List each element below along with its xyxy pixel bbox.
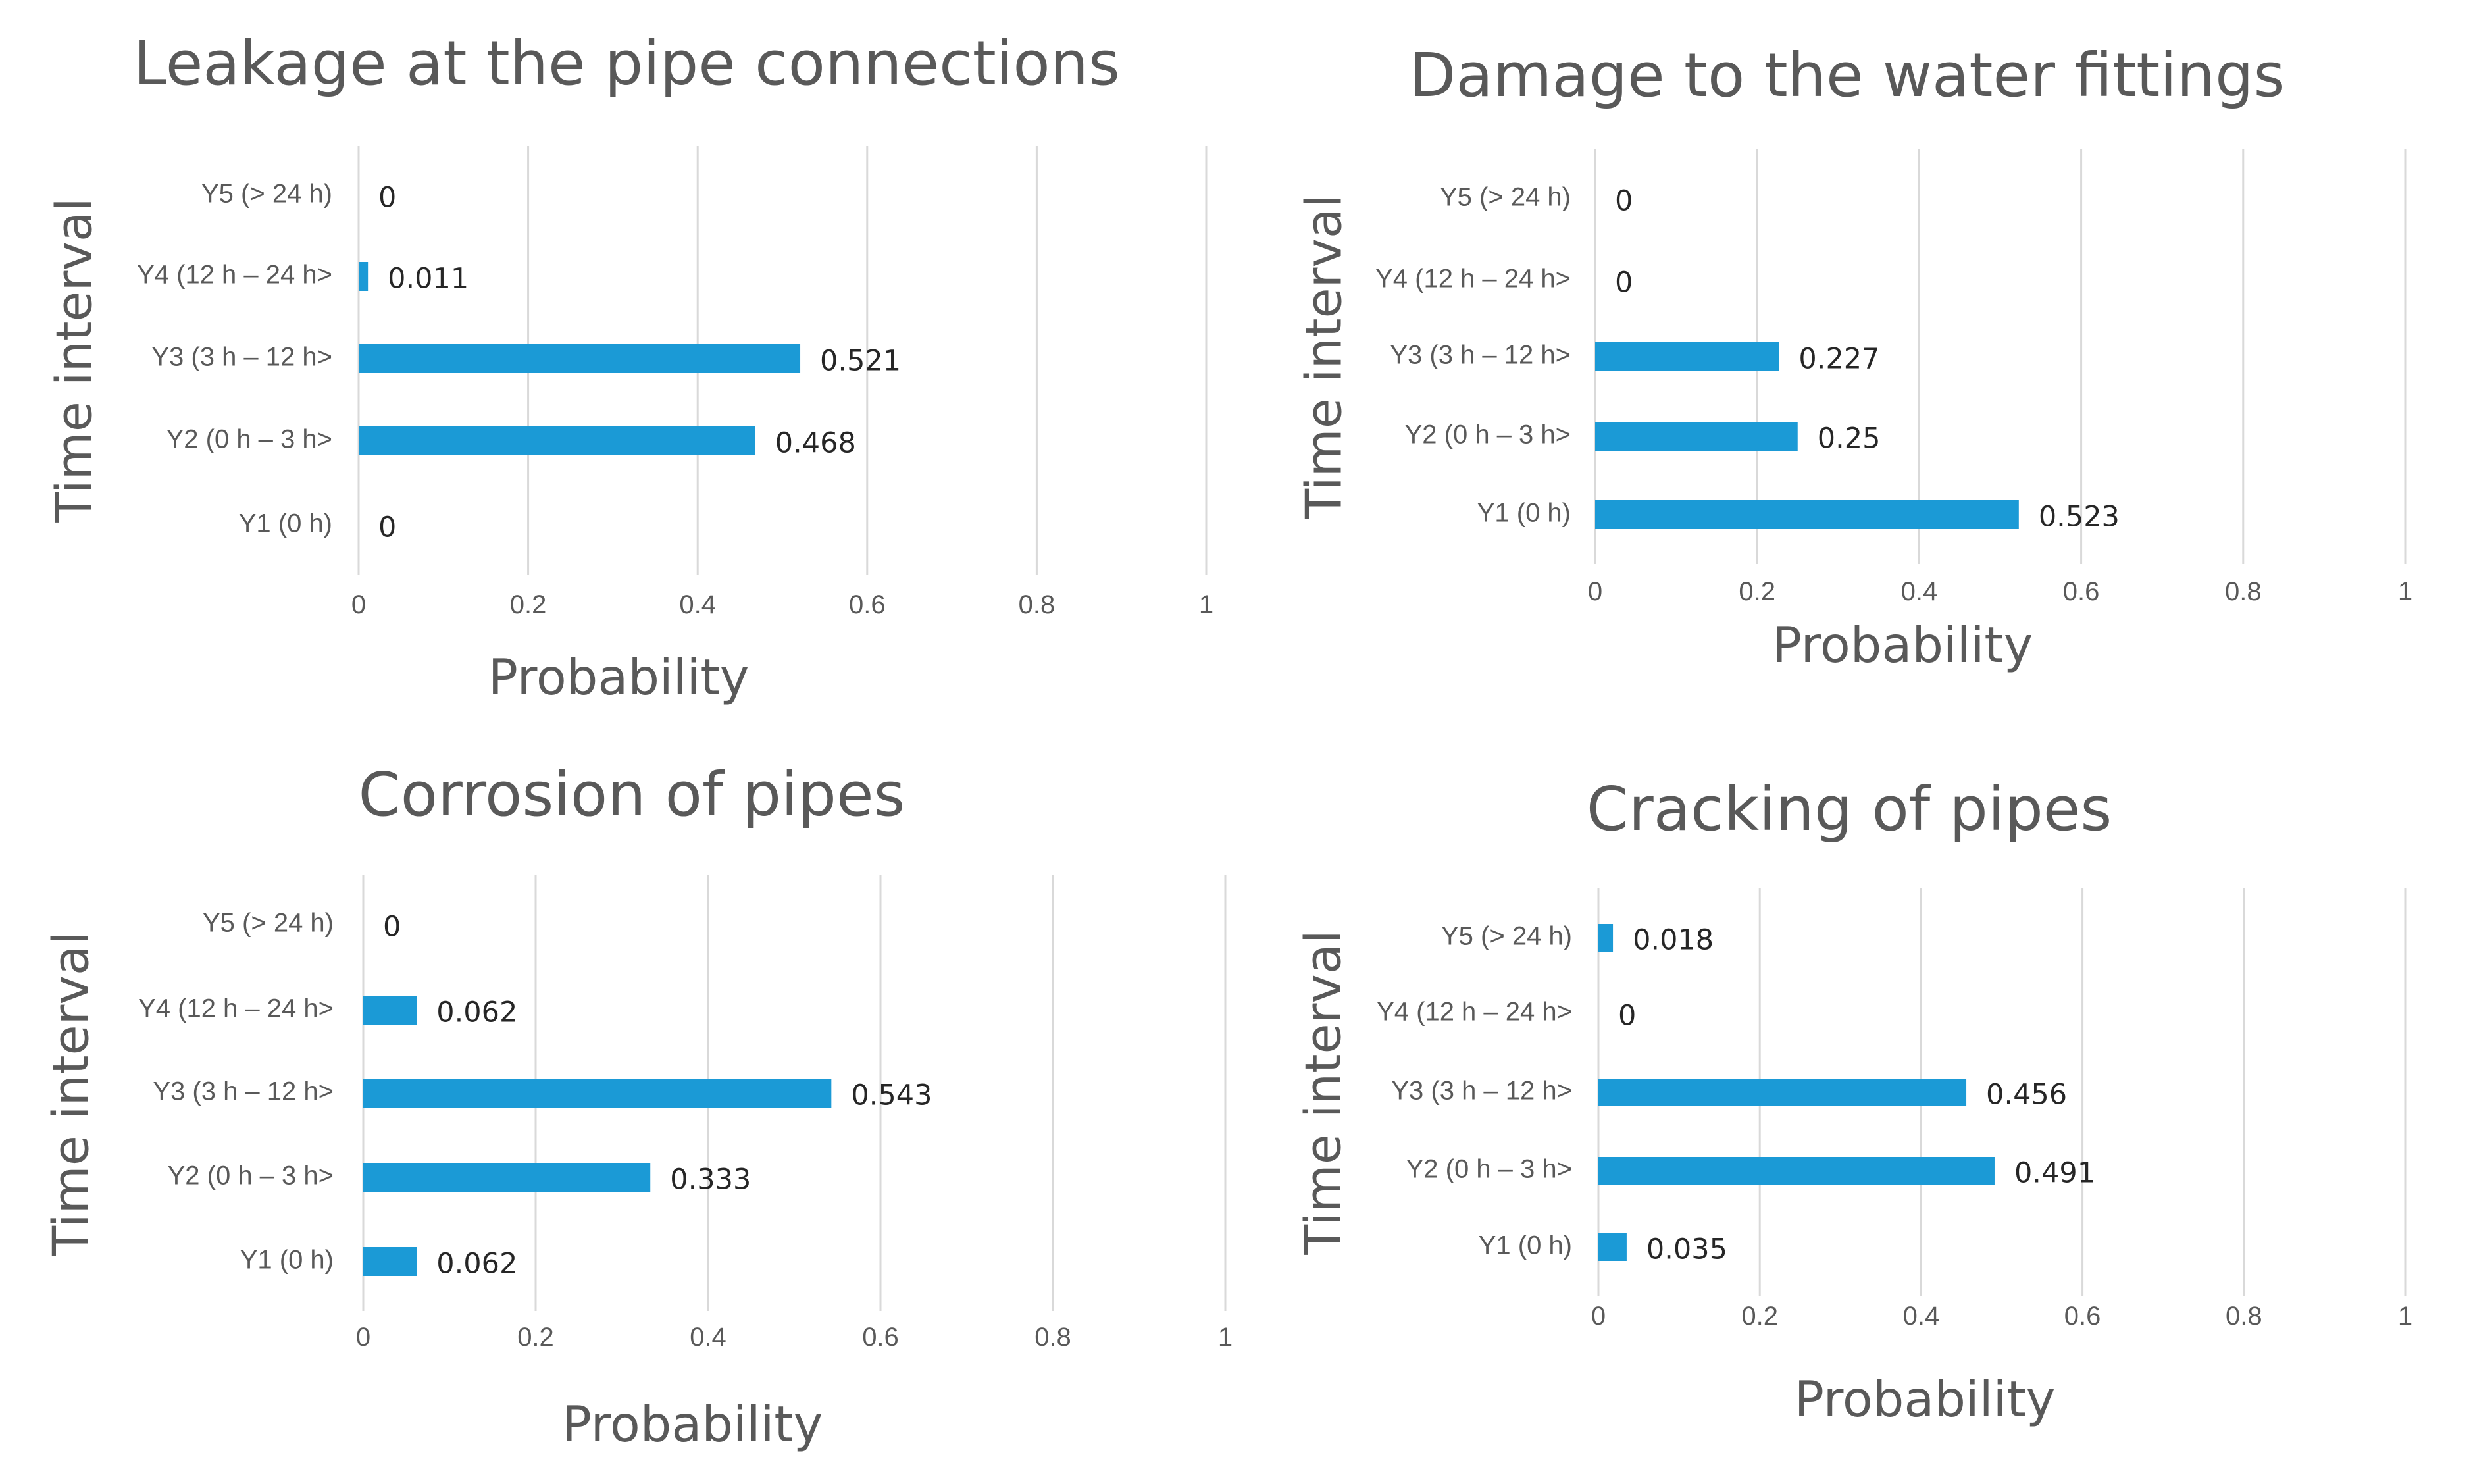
category-label: Y5 (> 24 h): [1441, 922, 1572, 951]
x-tick-label: 0.2: [517, 1323, 554, 1352]
category-label: Y5 (> 24 h): [201, 180, 332, 209]
data-label: 0.523: [2039, 501, 2120, 534]
x-tick-label: 0.8: [1019, 590, 1056, 619]
data-label: 0.468: [775, 427, 856, 460]
data-label: 0.491: [2014, 1157, 2095, 1190]
x-tick-label: 0.6: [862, 1323, 899, 1352]
bar-y3: [1598, 1079, 1967, 1106]
category-label: Y4 (12 h – 24 h>: [138, 994, 334, 1023]
category-label: Y2 (0 h – 3 h>: [1405, 421, 1571, 449]
data-label: 0.062: [436, 1248, 517, 1281]
data-label: 0.521: [820, 345, 901, 378]
x-tick-label: 1: [1218, 1323, 1233, 1352]
x-tick-label: 0.2: [1739, 577, 1775, 606]
category-label: Y2 (0 h – 3 h>: [168, 1162, 334, 1190]
data-label: 0.018: [1633, 924, 1714, 957]
x-axis-title: Probability: [488, 648, 749, 706]
category-label: Y3 (3 h – 12 h>: [153, 1077, 334, 1106]
x-tick-label: 0.6: [2063, 577, 2100, 606]
bar-y1: [363, 1247, 417, 1276]
data-label: 0: [1618, 1000, 1636, 1033]
chart-title: Cracking of pipes: [1587, 774, 2112, 844]
category-label: Y1 (0 h): [1477, 499, 1571, 528]
data-label: 0: [378, 511, 396, 544]
chart-corrosion: 0 0.2 0.4 0.6 0.8 1 Corrosion of pipes Probabil…: [42, 759, 1233, 1453]
data-label: 0.062: [436, 996, 517, 1029]
category-label: Y1 (0 h): [1479, 1231, 1572, 1260]
data-label: 0.333: [670, 1164, 751, 1196]
bar-y2: [363, 1163, 651, 1192]
category-label: Y3 (3 h – 12 h>: [151, 343, 332, 372]
x-tick-label: 1: [1199, 590, 1213, 619]
data-label: 0: [1615, 267, 1633, 299]
chart-title: Corrosion of pipes: [359, 759, 905, 830]
category-label: Y5 (> 24 h): [1440, 183, 1571, 212]
category-label: Y5 (> 24 h): [203, 909, 334, 938]
y-axis-title: Time interval: [1295, 194, 1353, 519]
x-tick-label: 0: [351, 590, 366, 619]
bar-y3: [359, 344, 801, 373]
x-tick-label: 0: [1591, 1302, 1606, 1331]
x-tick-label: 1: [2398, 577, 2412, 606]
bar-y2: [359, 426, 755, 455]
bar-y2: [1595, 422, 1798, 451]
data-label: 0.543: [851, 1079, 932, 1112]
x-tick-label: 0.8: [2226, 1302, 2262, 1331]
category-label: Y1 (0 h): [240, 1246, 334, 1275]
x-tick-label: 0: [1588, 577, 1602, 606]
chart-leakage: 0 0.2 0.4 0.6 0.8 1 Leakage at the pipe connec…: [45, 28, 1214, 706]
bar-y1: [1598, 1233, 1627, 1261]
category-label: Y3 (3 h – 12 h>: [1391, 1077, 1572, 1106]
x-tick-label: 0: [356, 1323, 370, 1352]
x-tick-label: 0.2: [1741, 1302, 1778, 1331]
x-tick-label: 0.4: [679, 590, 716, 619]
y-axis-title: Time interval: [42, 931, 100, 1256]
x-axis-title: Probability: [562, 1395, 823, 1453]
chart-title: Damage to the water fittings: [1410, 40, 2285, 111]
x-tick-label: 0.4: [690, 1323, 726, 1352]
x-tick-label: 0.2: [510, 590, 547, 619]
bar-y3: [363, 1079, 832, 1108]
category-label: Y3 (3 h – 12 h>: [1390, 341, 1571, 370]
chart-cracking: 0 0.2 0.4 0.6 0.8 1 Cracking of pipes Probabili…: [1294, 774, 2413, 1428]
category-label: Y2 (0 h – 3 h>: [1406, 1155, 1572, 1184]
data-label: 0: [378, 182, 396, 215]
bar-y5: [1598, 924, 1614, 952]
bar-y4: [359, 262, 369, 291]
category-label: Y4 (12 h – 24 h>: [137, 261, 332, 290]
chart-title: Leakage at the pipe connections: [133, 28, 1120, 99]
bar-y4: [363, 996, 417, 1025]
x-tick-label: 0.4: [1901, 577, 1938, 606]
x-tick-label: 0.4: [1903, 1302, 1940, 1331]
x-tick-label: 1: [2398, 1302, 2412, 1331]
category-label: Y2 (0 h – 3 h>: [166, 425, 332, 454]
y-axis-title: Time interval: [1294, 930, 1352, 1255]
bar-y3: [1595, 342, 1779, 371]
bar-y2: [1598, 1157, 1995, 1185]
data-label: 0.25: [1818, 422, 1881, 455]
bar-y1: [1595, 500, 2019, 529]
x-tick-label: 0.6: [2064, 1302, 2101, 1331]
x-axis-title: Probability: [1795, 1370, 2055, 1428]
y-axis-title: Time interval: [45, 197, 103, 523]
data-label: 0: [383, 911, 401, 944]
data-label: 0.011: [388, 263, 469, 295]
x-tick-label: 0.8: [1034, 1323, 1071, 1352]
chart-damage: 0 0.2 0.4 0.6 0.8 1 Damage to the water fittin…: [1295, 40, 2413, 674]
x-tick-label: 0.6: [849, 590, 886, 619]
data-label: 0.456: [1986, 1079, 2067, 1112]
category-label: Y4 (12 h – 24 h>: [1377, 998, 1572, 1027]
x-axis-title: Probability: [1772, 616, 2033, 674]
data-label: 0.035: [1646, 1233, 1727, 1266]
data-label: 0: [1615, 185, 1633, 218]
category-label: Y4 (12 h – 24 h>: [1375, 265, 1571, 294]
category-label: Y1 (0 h): [239, 509, 332, 538]
x-tick-label: 0.8: [2225, 577, 2262, 606]
data-label: 0.227: [1798, 343, 1879, 376]
